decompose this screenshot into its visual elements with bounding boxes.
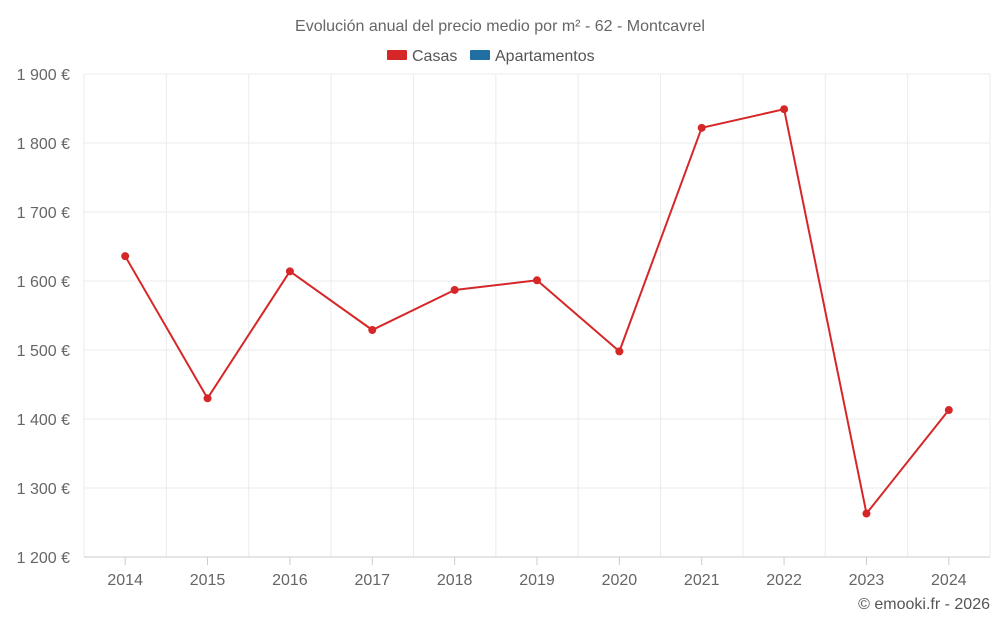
series-casas (121, 105, 953, 518)
x-tick-label: 2018 (437, 572, 473, 589)
legend: Casas Apartamentos (387, 48, 595, 65)
chart-title: Evolución anual del precio medio por m² … (295, 18, 705, 35)
x-tick-label: 2017 (354, 572, 390, 589)
data-point-2014[interactable] (121, 252, 130, 261)
data-point-2023[interactable] (862, 509, 871, 518)
axes: 1 200 € 1 300 € 1 400 € 1 500 € 1 600 € 1 700… (17, 67, 990, 589)
legend-swatch-apartamentos (470, 50, 490, 60)
data-point-2017[interactable] (368, 325, 377, 334)
y-tick-label: 1 600 € (17, 274, 70, 291)
x-tick-label: 2021 (684, 572, 720, 589)
data-point-2024[interactable] (944, 406, 953, 415)
data-point-2019[interactable] (533, 276, 541, 285)
data-point-2020[interactable] (615, 347, 624, 356)
data-point-2021[interactable] (697, 123, 706, 132)
legend-label-apartamentos: Apartamentos (495, 48, 595, 65)
y-tick-label: 1 900 € (17, 67, 70, 84)
x-tick-label: 2024 (931, 572, 967, 589)
y-tick-label: 1 300 € (17, 481, 70, 498)
x-tick-label: 2019 (519, 572, 555, 589)
legend-label-casas: Casas (412, 48, 457, 65)
data-point-2022[interactable] (780, 105, 789, 114)
legend-item-apartamentos[interactable]: Apartamentos (470, 48, 595, 65)
y-tick-label: 1 500 € (17, 343, 70, 360)
y-tick-label: 1 700 € (17, 205, 70, 222)
data-point-2018[interactable] (450, 285, 459, 294)
y-tick-label: 1 200 € (17, 550, 70, 567)
legend-item-casas[interactable]: Casas (387, 48, 457, 65)
x-tick-label: 2022 (766, 572, 802, 589)
copyright-text: © emooki.fr - 2026 (858, 596, 990, 613)
x-tick-label: 2015 (190, 572, 226, 589)
legend-swatch-casas (387, 50, 407, 60)
x-tick-label: 2023 (849, 572, 885, 589)
y-tick-label: 1 400 € (17, 412, 70, 429)
grid (83, 73, 991, 557)
x-tick-label: 2014 (107, 572, 143, 589)
x-tick-label: 2020 (602, 572, 638, 589)
data-point-2016[interactable] (285, 267, 294, 276)
y-tick-label: 1 800 € (17, 136, 70, 153)
data-point-2015[interactable] (203, 394, 212, 403)
x-tick-label: 2016 (272, 572, 308, 589)
